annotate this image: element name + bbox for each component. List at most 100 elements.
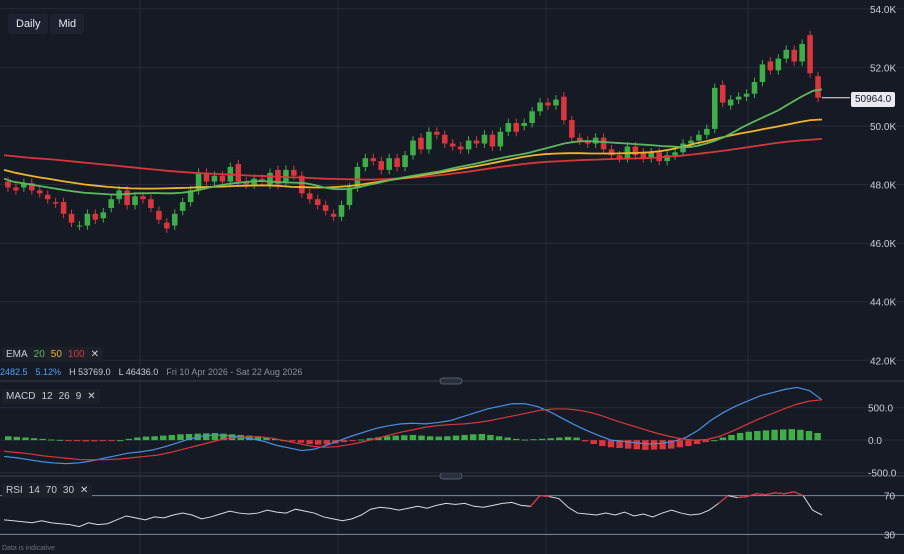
candle-body (386, 158, 392, 170)
rsi-overbought-segment (793, 491, 804, 497)
candle-body (426, 131, 432, 150)
macd-histogram-bar (56, 439, 64, 441)
date-range: Fri 10 Apr 2026 - Sat 22 Aug 2026 (166, 367, 303, 377)
macd-histogram-bar (306, 440, 313, 445)
candle-body (521, 123, 527, 126)
macd-histogram-bar (220, 433, 227, 441)
close-icon[interactable]: ✕ (80, 485, 89, 496)
macd-histogram-bar (607, 440, 615, 448)
rsi-lower: 30 (62, 485, 75, 496)
candle-body (775, 58, 782, 71)
candle-body (148, 199, 154, 208)
ema-legend[interactable]: EMA 20 50 100 ✕ (2, 347, 103, 362)
macd-histogram-bar (323, 440, 331, 445)
macd-histogram-bar (814, 433, 821, 441)
candle-body (291, 169, 297, 176)
close-icon[interactable]: ✕ (87, 391, 96, 402)
candle-body (751, 82, 758, 94)
candle-body (791, 49, 797, 62)
daily-button[interactable]: Daily (8, 14, 49, 34)
rsi-label: RSI (6, 485, 23, 496)
macd-histogram-bar (73, 440, 81, 442)
price-tick-label: 44.0K (870, 298, 896, 309)
macd-histogram-bar (736, 433, 744, 441)
macd-histogram-bar (599, 440, 606, 447)
macd-histogram-bar (581, 440, 589, 442)
candle-body (719, 84, 726, 103)
macd-histogram-bar (762, 430, 770, 441)
low-value: L 46436.0 (118, 367, 159, 377)
macd-histogram-bar (650, 440, 658, 450)
candle-body (561, 96, 567, 121)
candle-body (600, 137, 607, 150)
macd-histogram-bar (659, 440, 666, 450)
candle-body (743, 93, 750, 97)
timeframe-toolbar: Daily Mid (8, 14, 85, 34)
macd-histogram-bar (263, 437, 270, 441)
macd-legend[interactable]: MACD 12 26 9 ✕ (2, 389, 100, 404)
macd-histogram-bar (366, 438, 374, 441)
rsi-period: 14 (28, 485, 40, 496)
ema-100-line (3, 137, 823, 181)
macd-histogram-bar (289, 440, 296, 442)
candle-body (441, 134, 448, 144)
price-tick-label: 52.0K (870, 63, 896, 74)
ema-20-line (3, 88, 823, 196)
macd-histogram-bar (211, 433, 219, 441)
macd-histogram-bar (125, 438, 133, 441)
rsi-overbought-segment (737, 496, 747, 499)
rsi-overbought-segment (784, 491, 794, 495)
macd-histogram-bar (30, 438, 38, 441)
candle-body (283, 169, 289, 182)
macd-histogram-bar (504, 437, 511, 441)
candle-body (783, 49, 790, 59)
mid-button[interactable]: Mid (50, 14, 85, 34)
change-percent: 5.12% (35, 367, 62, 377)
macd-histogram-bar (469, 434, 477, 441)
macd-label: MACD (6, 391, 36, 402)
candle-body (394, 158, 400, 167)
candle-body (815, 76, 821, 98)
candle-body (537, 102, 543, 112)
macd-histogram-bar (547, 438, 554, 441)
macd-histogram-bar (702, 440, 709, 443)
candle-body (799, 43, 805, 62)
macd-histogram-bar (22, 437, 29, 441)
macd-histogram-bar (91, 440, 98, 442)
macd-histogram-bar (116, 440, 124, 442)
candle-body (60, 202, 67, 214)
macd-histogram-bar (108, 440, 115, 442)
macd-histogram-bar (358, 439, 365, 441)
candle-body (76, 225, 83, 227)
candle-body (489, 134, 496, 147)
candle-body (410, 140, 416, 156)
macd-histogram-bar (340, 440, 348, 443)
close-icon[interactable]: ✕ (90, 349, 99, 360)
candle-body (576, 137, 583, 141)
rsi-overbought-segment (756, 493, 766, 496)
candle-body (314, 199, 321, 206)
macd-signal: 9 (75, 391, 82, 402)
footnote: Data is indicative (2, 545, 55, 552)
rsi-overbought-segment (530, 495, 541, 507)
candle-body (592, 137, 599, 144)
macd-histogram-bar (513, 438, 520, 441)
candle-body (29, 183, 35, 191)
candle-body (179, 202, 186, 211)
candle-body (164, 222, 170, 229)
candle-body (553, 99, 559, 106)
candle-body (195, 172, 202, 191)
macd-fast: 12 (41, 391, 53, 402)
macd-histogram-bar (444, 436, 451, 441)
candle-body (569, 120, 575, 138)
macd-histogram-bar (435, 436, 442, 441)
candle-body (362, 158, 369, 167)
candle-body (418, 137, 424, 150)
macd-histogram-bar (409, 434, 417, 441)
macd-slow: 26 (58, 391, 70, 402)
macd-histogram-bar (65, 440, 72, 442)
price-tick-label: 46.0K (870, 239, 896, 250)
rsi-legend[interactable]: RSI 14 70 30 ✕ (2, 483, 93, 498)
macd-histogram-bar (82, 440, 89, 442)
